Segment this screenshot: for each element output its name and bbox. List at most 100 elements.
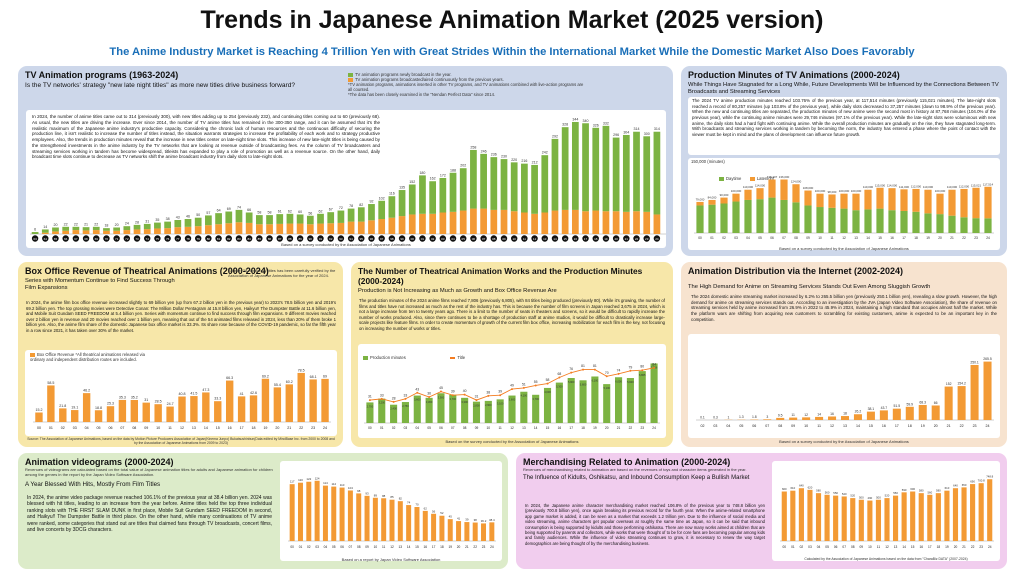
value-label-09: 93 — [365, 491, 369, 495]
value-label-17: 560 — [927, 490, 932, 494]
total-label-90: 56 — [308, 211, 312, 215]
value-label-22: 690 — [970, 480, 975, 484]
bar-new-68 — [82, 227, 90, 231]
tick-label-83: 83 — [237, 237, 241, 241]
prodmin-body-text: The 2024 TV anime production minutes rea… — [692, 98, 996, 137]
minutes-label-21: 6,000 — [615, 379, 622, 383]
tick-marker-82 — [225, 235, 232, 242]
title-label-19: 81 — [593, 364, 597, 368]
value-label-14: 26.2 — [855, 410, 862, 414]
tick-label-23: 23 — [640, 426, 644, 430]
tick-label-80: 80 — [207, 237, 211, 241]
tick-label-15: 15 — [563, 237, 567, 241]
tick-marker-93 — [337, 235, 345, 242]
works-body: The production minutes of the 2024 anime… — [359, 298, 665, 331]
total-label-14: 292 — [552, 134, 558, 138]
value-label-03: 19.1 — [71, 406, 78, 410]
tick-label-04: 04 — [726, 424, 730, 428]
prodmin-chart: 79,000 00 84,000 01 90,000 02 100,000 03 110,000… — [694, 175, 994, 240]
tick-label-12: 12 — [842, 236, 846, 240]
bar-continuing-18 — [592, 210, 600, 234]
minutes-label-09: 2,800 — [473, 404, 480, 408]
total-label-73: 28 — [135, 220, 139, 224]
tick-label-23: 23 — [311, 426, 315, 430]
bar-12 — [884, 498, 890, 541]
bar-16 — [879, 410, 888, 420]
tick-label-86: 86 — [268, 237, 272, 241]
bar-continuing-84 — [245, 222, 253, 234]
title-point-01 — [380, 397, 383, 400]
total-label-17: 111,000 — [899, 185, 909, 189]
bar-11 — [166, 406, 174, 422]
tick-marker-12 — [531, 235, 538, 242]
tick-label-19: 19 — [945, 545, 949, 549]
value-label-05: 112 — [331, 482, 336, 486]
total-label-17: 340 — [583, 119, 589, 123]
bar-continuing-16 — [571, 209, 579, 234]
total-label-03: 172 — [440, 173, 446, 177]
value-label-23: 68.1 — [310, 375, 317, 379]
tv-legend: TV animation programs newly broadcast in… — [348, 72, 588, 97]
total-label-18: 112,000 — [911, 184, 922, 188]
bar-new-18 — [592, 127, 600, 211]
bar-continuing-70 — [103, 230, 110, 234]
title-point-07 — [451, 394, 454, 397]
tick-marker-03 — [439, 235, 447, 242]
bar-new-67 — [72, 226, 80, 231]
total-label-80: 57 — [206, 211, 210, 215]
bar-new-72 — [123, 226, 131, 231]
tick-label-18: 18 — [581, 426, 585, 430]
bar-daytime-19 — [924, 213, 932, 233]
tick-label-00: 00 — [290, 545, 294, 549]
tick-label-16: 16 — [574, 237, 578, 241]
value-label-07: 540 — [842, 492, 847, 496]
tick-label-74: 74 — [146, 237, 150, 241]
tick-label-92: 92 — [329, 237, 333, 241]
bar-continuing-11 — [521, 212, 528, 234]
value-label-20: 55.4 — [274, 383, 281, 387]
bar-continuing-19 — [602, 211, 610, 234]
value-label-00: 117 — [290, 480, 295, 484]
tick-label-10: 10 — [868, 545, 872, 549]
tick-marker-98 — [388, 235, 396, 242]
title-point-23 — [641, 369, 644, 372]
tick-label-67: 67 — [74, 237, 78, 241]
title-point-11 — [499, 394, 502, 397]
bar-latenight-16 — [888, 188, 896, 211]
value-label-09: 500 — [859, 495, 864, 499]
bar-new-98 — [388, 196, 396, 218]
bar-new-16 — [571, 121, 579, 210]
tick-label-99: 99 — [400, 237, 404, 241]
value-label-06: 25.3 — [107, 402, 114, 406]
tick-label-14: 14 — [407, 545, 411, 549]
minutes-label-03: 2,750 — [402, 404, 409, 408]
bar-continuing-14 — [551, 210, 559, 234]
tick-marker-67 — [72, 235, 80, 242]
tick-label-03: 03 — [734, 236, 738, 240]
tick-marker-70 — [103, 235, 110, 242]
tick-label-17: 17 — [240, 426, 244, 430]
bar-latenight-01 — [708, 199, 716, 205]
title-point-20 — [605, 375, 608, 378]
bar-minutes-00 — [366, 402, 374, 423]
total-label-78: 46 — [186, 215, 190, 219]
tick-label-19: 19 — [921, 424, 925, 428]
title-label-10: 38 — [486, 390, 490, 394]
tick-label-24: 24 — [323, 426, 327, 430]
tick-marker-21 — [623, 235, 630, 242]
total-label-11: 98,000 — [828, 190, 837, 194]
bar-09 — [364, 495, 370, 541]
value-label-14: 590 — [902, 488, 907, 492]
minutes-label-12: 3,600 — [509, 398, 516, 402]
tick-marker-65 — [52, 235, 59, 242]
bar-continuing-99 — [398, 216, 406, 234]
total-label-05: 114,000 — [755, 184, 766, 188]
tick-label-18: 18 — [594, 237, 598, 241]
tick-label-03: 03 — [441, 237, 445, 241]
bar-daytime-03 — [732, 201, 740, 233]
bar-continuing-69 — [92, 230, 100, 234]
tick-label-11: 11 — [499, 426, 503, 430]
total-label-22: 112,000 — [959, 184, 970, 188]
minutes-label-19: 6,100 — [592, 378, 599, 382]
total-label-67: 22 — [74, 222, 78, 226]
